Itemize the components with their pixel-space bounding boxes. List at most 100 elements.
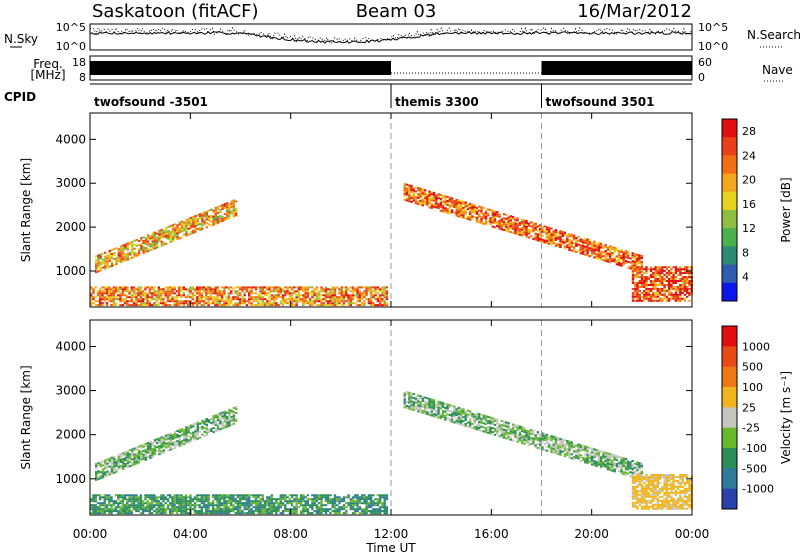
echo-cell [430,404,433,407]
echo-cell [417,187,420,190]
echo-cell [525,429,528,432]
echo-cell [320,302,323,305]
echo-cell [593,460,596,463]
echo-cell [142,242,145,245]
echo-cell [548,242,551,245]
echo-cell [615,467,619,470]
echo-cell [149,441,152,443]
echo-cell [643,272,646,275]
echo-cell [117,453,120,456]
echo-cell [640,470,643,473]
echo-cell [192,225,195,228]
echo-cell [554,444,558,447]
echo-cell [108,496,111,499]
echo-cell [579,250,582,253]
echo-cell [228,211,231,214]
echo-cell [131,450,134,453]
echo-cell [180,294,183,297]
colorbar-swatch [722,210,737,229]
echo-cell [306,508,310,511]
echo-cell [202,300,206,303]
echo-cell [210,220,213,223]
echo-cell [493,220,497,223]
echo-cell [173,510,176,513]
echo-cell [588,446,592,449]
echo-cell [575,237,578,240]
echo-cell [606,466,610,469]
echo-cell [185,224,188,227]
echo-cell [230,496,233,499]
echo-cell [196,433,199,436]
echo-cell [412,187,415,190]
echo-cell [295,498,298,501]
echo-cell [658,289,662,292]
echo-cell [153,302,156,305]
echo-cell [211,290,215,293]
echo-cell [277,296,280,299]
echo-cell [110,296,113,299]
echo-cell [647,287,650,290]
echo-cell [232,508,235,511]
echo-cell [124,243,127,246]
echo-cell [450,404,454,407]
echo-cell [169,442,172,445]
echo-cell [444,203,447,206]
echo-cell [640,264,643,267]
echo-cell [117,510,120,513]
echo-cell [313,510,316,513]
echo-cell [235,412,238,414]
echo-cell [318,292,321,295]
echo-cell [214,504,217,507]
echo-cell [599,456,603,459]
echo-cell [460,423,463,426]
echo-cell [604,253,607,256]
echo-cell [207,512,210,515]
echo-cell [137,300,140,303]
echo-cell [636,285,639,288]
echo-cell [164,286,167,289]
echo-cell [121,294,124,297]
echo-cell [557,453,560,456]
echo-cell [681,291,684,294]
echo-cell [313,298,316,301]
echo-cell [658,280,662,282]
echo-cell [252,510,255,513]
echo-cell [496,213,499,216]
echo-cell [205,292,208,295]
echo-cell [518,431,522,434]
echo-cell [207,292,210,295]
echo-cell [469,210,472,213]
echo-cell [593,452,596,455]
echo-cell [453,405,456,408]
echo-cell [331,300,334,303]
echo-cell [99,504,102,507]
echo-cell [277,502,280,505]
echo-cell [141,292,145,295]
echo-cell [643,477,646,480]
echo-cell [128,251,132,254]
echo-cell [169,288,172,291]
echo-cell [570,239,573,242]
echo-cell [602,451,605,454]
echo-cell [189,224,193,227]
echo-cell [365,500,368,503]
echo-cell [439,413,443,416]
echo-cell [674,270,678,273]
echo-cell [374,286,377,289]
echo-cell [113,459,116,462]
echo-cell [114,304,118,307]
echo-cell [261,290,264,293]
echo-cell [214,496,217,499]
echo-cell [676,270,680,273]
echo-cell [636,297,639,300]
echo-cell [383,496,386,499]
echo-cell [119,500,122,503]
echo-cell [180,506,183,509]
echo-cell [502,432,506,435]
echo-cell [428,398,431,400]
echo-cell [597,453,601,456]
echo-cell [421,405,424,408]
echo-cell [649,282,653,284]
echo-cell [473,204,476,207]
echo-cell [471,415,474,417]
